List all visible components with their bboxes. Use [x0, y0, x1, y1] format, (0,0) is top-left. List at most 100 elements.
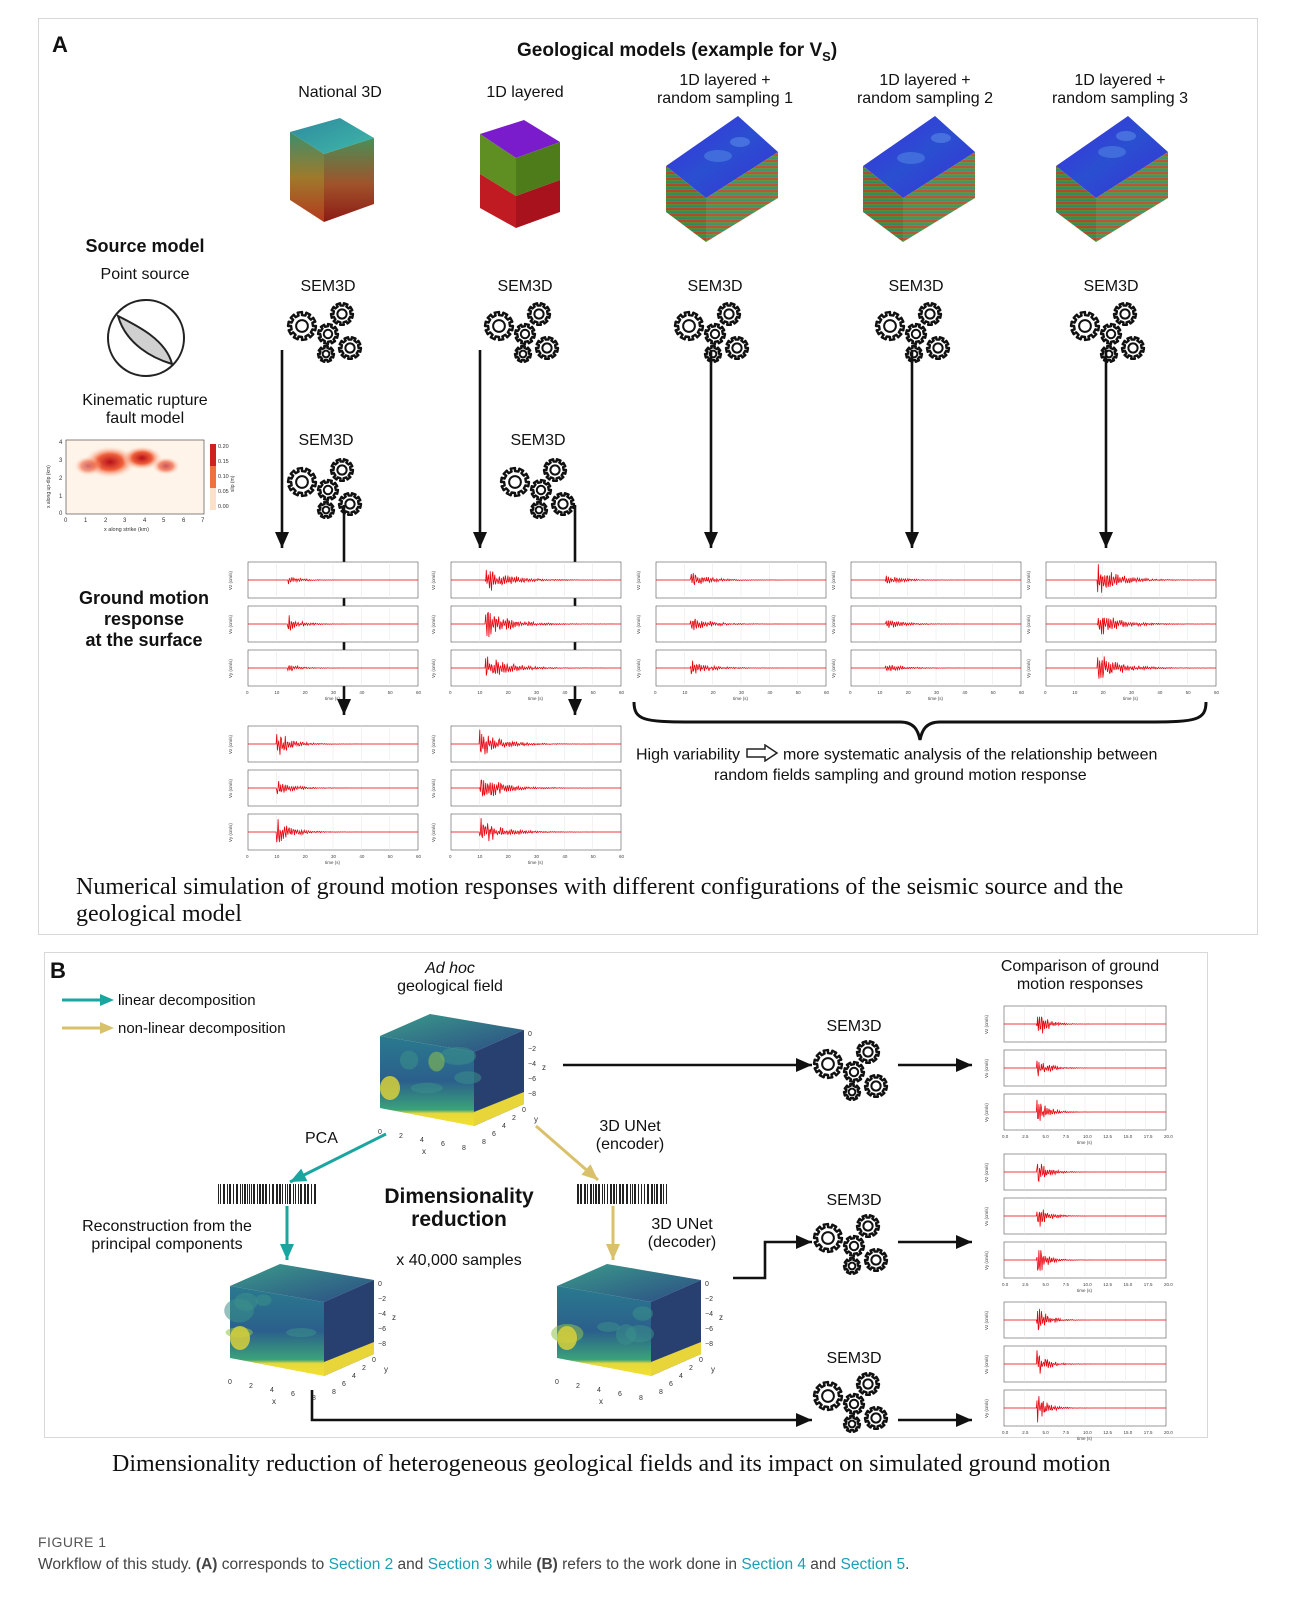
- barcode-bar: [613, 1184, 615, 1204]
- barcode-bar: [304, 1184, 306, 1204]
- unet-barcode-icon: [577, 1184, 667, 1204]
- geological-models-header: Geological models (example for VS): [517, 40, 837, 64]
- y-tick: 2: [362, 1365, 366, 1372]
- gear-hole: [910, 328, 922, 340]
- samples-label: x 40,000 samples: [396, 1252, 522, 1269]
- time-tick: 50: [991, 690, 997, 695]
- time-tick: 12.5: [1103, 1282, 1112, 1287]
- z-tick: 0: [528, 1031, 532, 1038]
- velocity-label: Vz (cm/s): [228, 571, 233, 590]
- xtick: 6: [182, 518, 186, 524]
- velocity-label: Vy (cm/s): [636, 659, 641, 678]
- time-tick: 10: [274, 690, 280, 695]
- gears-icon: [1069, 302, 1146, 363]
- model-line1: 1D layered +: [1074, 72, 1166, 89]
- link-section-3[interactable]: Section 3: [427, 1556, 493, 1573]
- model-title-random-3: 1D layered + random sampling 3: [1025, 72, 1215, 108]
- gear-hole: [344, 342, 356, 354]
- velocity-label: Vy (cm/s): [984, 1251, 989, 1270]
- time-tick: 0: [849, 690, 852, 695]
- time-axis-label: time (s): [528, 696, 544, 701]
- time-tick: 50: [388, 854, 394, 859]
- barcode-bar: [311, 1184, 312, 1204]
- field-blob: [428, 1051, 445, 1072]
- time-axis-label: time (s): [1077, 1140, 1093, 1145]
- flow-arrow-head: [796, 1413, 812, 1427]
- time-tick: 0: [449, 690, 452, 695]
- heatmap-y-ticks: 4 3 2 1 0: [59, 440, 63, 517]
- field-blob: [400, 1050, 419, 1070]
- header-subscript: S: [822, 48, 831, 64]
- pca-arrow-line: [289, 1132, 387, 1184]
- z-tick: −2: [378, 1296, 386, 1303]
- waveform-trace: [1004, 1163, 1166, 1183]
- sem3d-label: SEM3D: [826, 1018, 882, 1035]
- x-tick: 2: [249, 1383, 253, 1390]
- barcode-bar: [307, 1184, 309, 1204]
- trace-set-unet: Vz (cm/s) Vx (cm/s) Vy (cm/s) 0.0 2.5 5.0 7.5 1…: [984, 1153, 1173, 1293]
- velocity-label: Vz (cm/s): [431, 571, 436, 590]
- gears-icon: [499, 458, 576, 519]
- time-tick: 10.0: [1083, 1282, 1092, 1287]
- velocity-label: Vy (cm/s): [984, 1103, 989, 1122]
- time-tick: 20.0: [1164, 1134, 1173, 1139]
- flow-arrow-head: [956, 1058, 972, 1072]
- heatmap-xlabel: x along strike (km): [104, 527, 149, 533]
- gear-hole: [847, 1419, 857, 1429]
- model-line1: 1D layered +: [879, 72, 971, 89]
- variability-text: High variability more systematic analysi…: [636, 743, 1216, 785]
- x-tick: 8: [639, 1395, 643, 1402]
- z-tick: −6: [705, 1326, 713, 1333]
- barcode-bar: [279, 1184, 281, 1204]
- velocity-label: Vz (cm/s): [636, 571, 641, 590]
- y-tick: 6: [492, 1131, 496, 1138]
- y-axis-label: y: [534, 1115, 538, 1124]
- gear-hole: [321, 349, 331, 359]
- model-line1: 1D layered: [486, 84, 564, 101]
- gear-hole: [295, 475, 309, 489]
- flow-arrow-head: [473, 532, 487, 548]
- field-blob: [454, 1071, 482, 1085]
- gear-hole: [821, 1389, 835, 1403]
- sem3d-label: SEM3D: [826, 1192, 882, 1209]
- gear-hole: [533, 308, 545, 320]
- ytick: 2: [59, 476, 63, 482]
- gear-hole: [848, 1240, 860, 1252]
- model-line2: random sampling 2: [856, 90, 994, 107]
- time-tick: 20: [711, 690, 717, 695]
- figure-label: FIGURE 1: [38, 1534, 107, 1550]
- cap-a: (A): [195, 1556, 218, 1573]
- barcode-bar: [314, 1184, 316, 1204]
- barcode-bar: [580, 1184, 582, 1204]
- time-tick: 30: [534, 690, 540, 695]
- x-tick: 4: [597, 1387, 601, 1394]
- gm-line3: at the surface: [85, 630, 203, 650]
- time-tick: 5.0: [1043, 1282, 1050, 1287]
- gear-hole: [682, 319, 696, 333]
- z-tick: −8: [378, 1341, 386, 1348]
- flow-arrow-head: [275, 532, 289, 548]
- time-tick: 50: [1186, 690, 1192, 695]
- gear-hole: [492, 319, 506, 333]
- cube-1d-layered: [480, 120, 560, 228]
- y-tick: 8: [332, 1389, 336, 1396]
- time-tick: 0: [246, 854, 249, 859]
- link-section-2[interactable]: Section 2: [328, 1556, 394, 1573]
- gear-hole: [862, 1046, 874, 1058]
- field-blob: [615, 1324, 637, 1345]
- cap-p5: refers to the work done in: [557, 1556, 742, 1573]
- link-section-5[interactable]: Section 5: [840, 1556, 906, 1573]
- x-tick: 4: [420, 1137, 424, 1144]
- link-section-4[interactable]: Section 4: [741, 1556, 806, 1573]
- cap-p4: while: [492, 1556, 537, 1573]
- gears-icon: [286, 458, 363, 519]
- high-variability: High variability: [636, 746, 741, 764]
- y-tick: 6: [342, 1381, 346, 1388]
- cap-p3: and: [393, 1556, 428, 1573]
- model-line2: random sampling 3: [1051, 90, 1189, 107]
- x-axis-label: x: [272, 1397, 276, 1406]
- kinematic-line1: Kinematic rupture: [82, 392, 208, 409]
- waveform-trace: [1004, 1350, 1166, 1374]
- z-tick: −6: [378, 1326, 386, 1333]
